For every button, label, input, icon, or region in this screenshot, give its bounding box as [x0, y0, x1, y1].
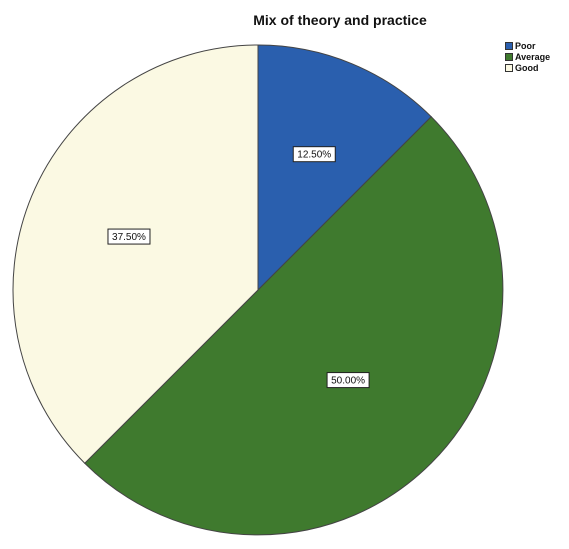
data-label-good: 37.50%	[107, 228, 151, 245]
data-label-poor: 12.50%	[292, 146, 336, 163]
legend: Poor Average Good	[505, 40, 550, 73]
legend-label-poor: Poor	[515, 40, 536, 51]
legend-item-poor: Poor	[505, 40, 550, 51]
data-label-box-average	[326, 372, 370, 389]
pie-slice-average	[84, 116, 504, 536]
chart-title: Mix of theory and practice	[253, 12, 427, 28]
legend-swatch-poor	[505, 41, 513, 50]
data-label-text-good: 37.50%	[112, 232, 146, 243]
legend-item-average: Average	[505, 51, 550, 62]
data-label-text-poor: 12.50%	[297, 150, 331, 161]
legend-swatch-average	[505, 52, 513, 61]
legend-label-good: Good	[515, 62, 539, 73]
pie-slice-good	[12, 44, 259, 464]
legend-label-average: Average	[515, 51, 551, 62]
legend-item-good: Good	[505, 62, 550, 73]
data-label-box-poor	[292, 146, 336, 163]
data-label-average: 50.00%	[326, 372, 370, 389]
data-label-box-good	[107, 228, 151, 245]
legend-swatch-good	[505, 63, 513, 72]
pie-slice-poor	[257, 44, 432, 292]
data-label-text-average: 50.00%	[331, 376, 365, 387]
